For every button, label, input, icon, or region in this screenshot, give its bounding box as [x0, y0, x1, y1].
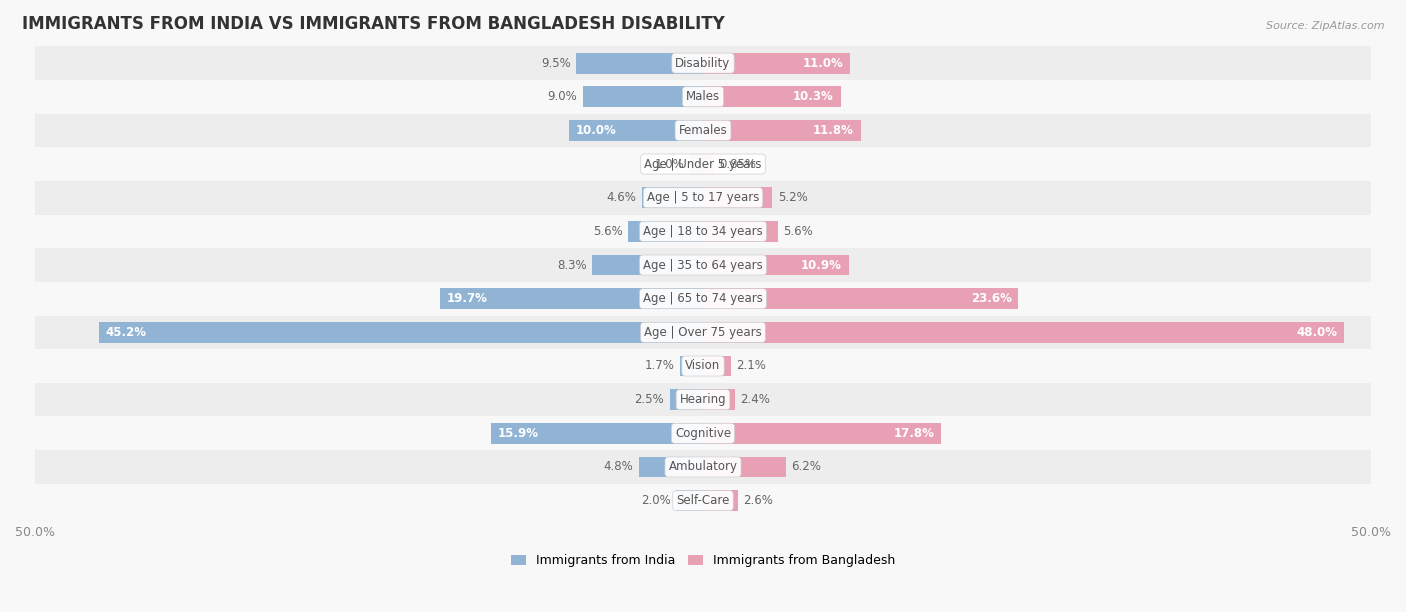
Bar	[703, 423, 941, 444]
Bar	[669, 389, 703, 410]
Text: Self-Care: Self-Care	[676, 494, 730, 507]
Text: 0.85%: 0.85%	[720, 157, 756, 171]
Bar	[703, 86, 841, 107]
Text: 48.0%: 48.0%	[1296, 326, 1337, 339]
Bar	[491, 423, 703, 444]
Bar	[8, 248, 1398, 282]
Text: 11.0%: 11.0%	[803, 56, 844, 70]
Bar	[576, 53, 703, 73]
Text: Males: Males	[686, 90, 720, 103]
Bar	[703, 53, 851, 73]
Text: 5.6%: 5.6%	[593, 225, 623, 238]
Text: 4.6%: 4.6%	[606, 191, 636, 204]
Bar	[8, 181, 1398, 215]
Text: Source: ZipAtlas.com: Source: ZipAtlas.com	[1267, 21, 1385, 31]
Bar	[8, 47, 1398, 80]
Text: 2.6%: 2.6%	[744, 494, 773, 507]
Bar	[703, 322, 1344, 343]
Text: 45.2%: 45.2%	[105, 326, 146, 339]
Bar	[703, 187, 772, 208]
Text: Disability: Disability	[675, 56, 731, 70]
Text: 11.8%: 11.8%	[813, 124, 853, 137]
Bar	[689, 154, 703, 174]
Text: IMMIGRANTS FROM INDIA VS IMMIGRANTS FROM BANGLADESH DISABILITY: IMMIGRANTS FROM INDIA VS IMMIGRANTS FROM…	[21, 15, 724, 33]
Bar	[641, 187, 703, 208]
Text: 17.8%: 17.8%	[893, 427, 934, 440]
Bar	[681, 356, 703, 376]
Text: Age | 65 to 74 years: Age | 65 to 74 years	[643, 292, 763, 305]
Text: Age | 18 to 34 years: Age | 18 to 34 years	[643, 225, 763, 238]
Text: 23.6%: 23.6%	[970, 292, 1011, 305]
Bar	[8, 80, 1398, 114]
Text: Cognitive: Cognitive	[675, 427, 731, 440]
Text: 15.9%: 15.9%	[498, 427, 538, 440]
Text: 2.4%: 2.4%	[741, 393, 770, 406]
Bar	[703, 154, 714, 174]
Bar	[8, 282, 1398, 316]
Bar	[8, 114, 1398, 147]
Text: Age | 35 to 64 years: Age | 35 to 64 years	[643, 258, 763, 272]
Bar	[8, 215, 1398, 248]
Bar	[676, 490, 703, 511]
Bar	[703, 389, 735, 410]
Text: 5.6%: 5.6%	[783, 225, 813, 238]
Text: 8.3%: 8.3%	[557, 258, 586, 272]
Bar	[703, 120, 860, 141]
Bar	[638, 457, 703, 477]
Bar	[703, 356, 731, 376]
Text: 9.5%: 9.5%	[541, 56, 571, 70]
Bar	[8, 349, 1398, 383]
Bar	[8, 484, 1398, 518]
Text: 2.0%: 2.0%	[641, 494, 671, 507]
Bar	[703, 255, 849, 275]
Text: 1.0%: 1.0%	[655, 157, 685, 171]
Bar	[628, 221, 703, 242]
Text: 10.3%: 10.3%	[793, 90, 834, 103]
Bar	[703, 221, 778, 242]
Bar	[100, 322, 703, 343]
Bar	[582, 86, 703, 107]
Legend: Immigrants from India, Immigrants from Bangladesh: Immigrants from India, Immigrants from B…	[510, 554, 896, 567]
Bar	[8, 383, 1398, 417]
Text: 2.5%: 2.5%	[634, 393, 664, 406]
Text: Vision: Vision	[685, 359, 721, 373]
Text: Ambulatory: Ambulatory	[668, 460, 738, 474]
Bar	[703, 490, 738, 511]
Bar	[569, 120, 703, 141]
Text: Age | Under 5 years: Age | Under 5 years	[644, 157, 762, 171]
Text: 2.1%: 2.1%	[737, 359, 766, 373]
Text: Age | Over 75 years: Age | Over 75 years	[644, 326, 762, 339]
Bar	[8, 450, 1398, 484]
Text: 6.2%: 6.2%	[792, 460, 821, 474]
Text: 10.0%: 10.0%	[576, 124, 617, 137]
Text: 5.2%: 5.2%	[778, 191, 807, 204]
Text: 9.0%: 9.0%	[548, 90, 578, 103]
Text: 1.7%: 1.7%	[645, 359, 675, 373]
Bar	[592, 255, 703, 275]
Text: Females: Females	[679, 124, 727, 137]
Text: 10.9%: 10.9%	[801, 258, 842, 272]
Bar	[703, 288, 1018, 309]
Bar	[8, 147, 1398, 181]
Text: Hearing: Hearing	[679, 393, 727, 406]
Text: Age | 5 to 17 years: Age | 5 to 17 years	[647, 191, 759, 204]
Bar	[8, 417, 1398, 450]
Bar	[703, 457, 786, 477]
Bar	[8, 316, 1398, 349]
Text: 19.7%: 19.7%	[447, 292, 488, 305]
Bar	[440, 288, 703, 309]
Text: 4.8%: 4.8%	[603, 460, 634, 474]
